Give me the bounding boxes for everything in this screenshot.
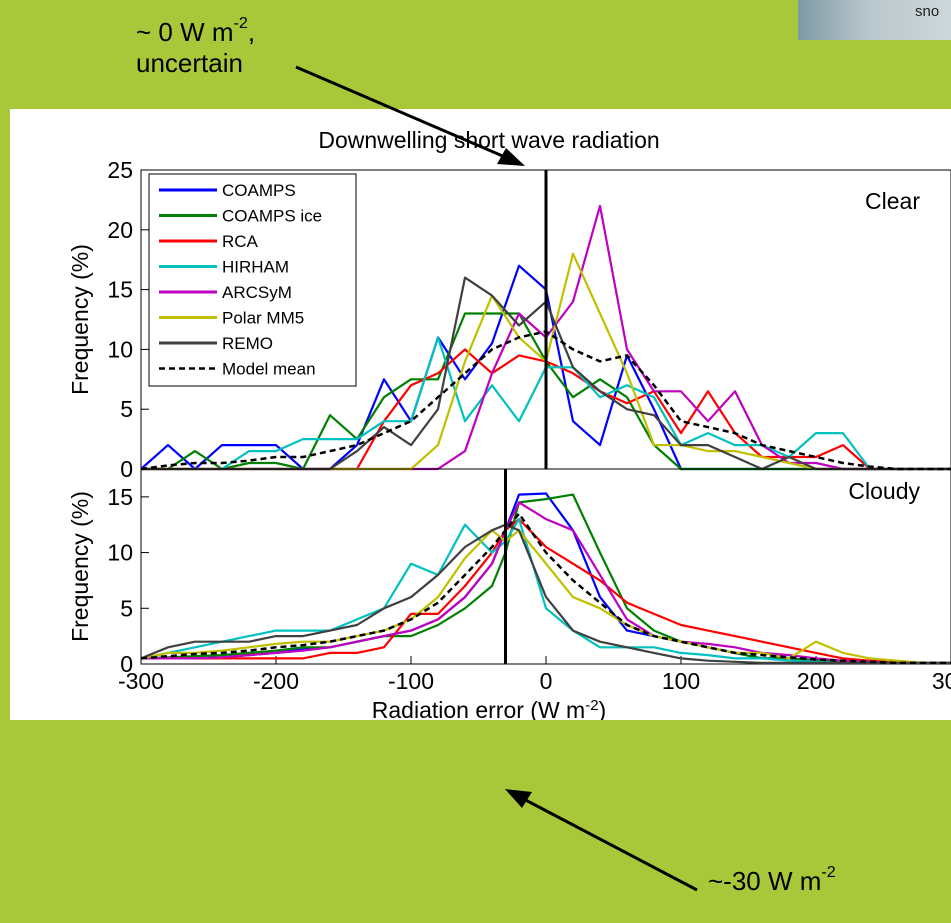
bottom-arrow-line	[515, 793, 698, 892]
y-axis-label: Frequency (%)	[67, 244, 93, 395]
top-annotation-line2: uncertain	[136, 48, 243, 78]
y-tick-label: 15	[107, 484, 133, 510]
y-axis-label: Frequency (%)	[67, 491, 93, 642]
y-tick-label: 0	[120, 651, 133, 677]
legend-label: REMO	[222, 334, 273, 353]
bottom-arrow-head	[505, 789, 532, 808]
chart-svg: 0 5 10 15 20 25 Frequency (%) Clear Downwelling …	[67, 127, 951, 723]
y-tick-label: 5	[120, 595, 133, 621]
x-tick-label: -100	[388, 668, 434, 694]
x-tick-label: 100	[662, 668, 700, 694]
legend-label: COAMPS ice	[222, 207, 322, 226]
figure-panel: 0 5 10 15 20 25 Frequency (%) Clear Downwelling …	[10, 109, 951, 723]
top-annotation: ~ 0 W m-2, uncertain	[136, 14, 256, 79]
legend-label: Model mean	[222, 360, 316, 379]
legend-label: ARCSyM	[222, 283, 292, 302]
series-line-model-mean	[140, 512, 951, 665]
x-axis-label: Radiation error (W m-2)	[372, 697, 606, 721]
series-line-rca	[141, 518, 951, 665]
photo-thumbnail: sno	[798, 0, 951, 40]
y-tick-label: 10	[107, 540, 133, 566]
chart-title: Downwelling short wave radiation	[318, 127, 659, 153]
y-tick-label: 15	[107, 277, 133, 303]
legend-label: Polar MM5	[222, 309, 304, 328]
legend-label: HIRHAM	[222, 258, 289, 277]
x-tick-label: 200	[797, 668, 835, 694]
y-tick-label: 10	[107, 336, 133, 362]
legend-box	[148, 173, 357, 387]
y-tick-label: 20	[107, 217, 133, 243]
x-tick-label: 0	[540, 668, 553, 694]
y-tick-label: 5	[120, 396, 133, 422]
series-line-polar-mm5	[140, 529, 951, 665]
y-tick-label: 0	[120, 456, 133, 482]
series-line-arcsym	[141, 501, 951, 665]
legend-label: RCA	[222, 232, 259, 251]
top-annotation-line1: ~ 0 W m-2,	[136, 14, 256, 47]
x-tick-label: -300	[118, 668, 164, 694]
legend-label: COAMPS	[222, 181, 296, 200]
x-tick-label: 300	[932, 668, 951, 694]
y-tick-label: 25	[107, 157, 133, 183]
series-line-hirham	[140, 518, 951, 665]
panel-label: Clear	[865, 188, 920, 214]
bottom-annotation: ~-30 W m-2	[708, 863, 836, 896]
panel-label: Cloudy	[848, 478, 920, 504]
photo-caption: sno	[915, 3, 940, 20]
x-tick-label: -200	[253, 668, 299, 694]
series-line-remo	[140, 523, 951, 665]
